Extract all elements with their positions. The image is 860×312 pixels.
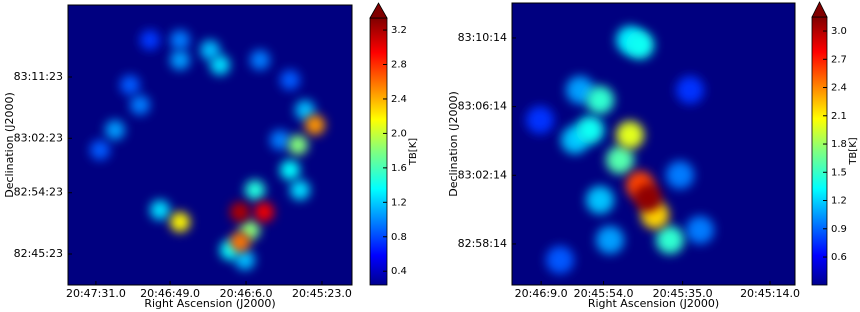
emission-blob xyxy=(279,160,300,181)
colorbar-tick-label: 0.9 xyxy=(831,224,847,235)
emission-blob xyxy=(606,145,635,174)
emission-blob xyxy=(586,86,615,115)
emission-blob xyxy=(234,250,255,271)
emission-blob xyxy=(546,245,575,274)
colorbar-tick-label: 3.2 xyxy=(391,25,407,36)
emission-blob xyxy=(244,179,265,200)
x-tick-label: 20:45:35.0 xyxy=(653,287,713,300)
colorbar-tick-label: 0.4 xyxy=(391,266,407,277)
y-axis-label: Declination (J2000) xyxy=(3,92,16,198)
plot-frame xyxy=(67,4,353,286)
colorbar-tick-label: 2.4 xyxy=(831,83,847,94)
colorbar xyxy=(811,16,828,286)
emission-blob xyxy=(129,94,150,115)
emission-blob xyxy=(249,50,270,71)
x-tick-label: 20:46:9.0 xyxy=(515,287,568,300)
y-tick-label: 83:02:14 xyxy=(458,168,507,181)
colorbar-label: TB[K] xyxy=(848,137,859,165)
x-tick-label: 20:45:54.0 xyxy=(574,287,634,300)
map-background xyxy=(512,3,795,285)
emission-blob xyxy=(149,200,170,221)
map xyxy=(90,30,325,271)
emission-blob xyxy=(294,100,315,121)
emission-blob xyxy=(253,202,274,223)
x-tick-label: 20:45:14.0 xyxy=(740,287,800,300)
colorbar-tick-label: 1.2 xyxy=(831,196,847,207)
x-axis-label: Right Ascension (J2000) xyxy=(144,297,275,310)
x-tick-label: 20:46:6.0 xyxy=(220,287,273,300)
colorbar-tick-label: 1.5 xyxy=(831,167,847,178)
y-tick-label: 82:58:14 xyxy=(458,237,507,250)
colorbar-tick-label: 2.8 xyxy=(391,60,407,71)
emission-blob xyxy=(169,30,190,51)
colorbar-extend xyxy=(811,1,828,18)
emission-blob xyxy=(139,30,160,51)
colorbar-tick-label: 2.0 xyxy=(391,128,407,139)
colorbar-tick-label: 0.6 xyxy=(831,252,847,263)
colorbar-tick-label: 2.1 xyxy=(831,111,847,122)
emission-blob xyxy=(685,216,714,245)
x-tick-label: 20:45:23.0 xyxy=(292,287,352,300)
emission-blob xyxy=(616,121,645,150)
emission-blob xyxy=(169,212,190,233)
colorbar-tick-label: 1.8 xyxy=(831,139,847,150)
colorbar-tick-label: 2.7 xyxy=(831,54,847,65)
y-tick-label: 82:45:23 xyxy=(14,247,63,260)
y-tick-label: 83:11:23 xyxy=(14,70,63,83)
emission-blob xyxy=(526,106,555,135)
colorbar-label: TB[K] xyxy=(408,138,419,166)
x-tick-label: 20:46:49.0 xyxy=(140,287,200,300)
colorbar-tick-label: 2.4 xyxy=(391,94,407,105)
emission-blob xyxy=(586,186,615,215)
x-tick-label: 20:47:31.0 xyxy=(66,287,126,300)
emission-blob xyxy=(575,115,604,144)
emission-blob xyxy=(209,55,230,76)
emission-blob xyxy=(625,31,654,60)
emission-blob xyxy=(304,115,325,136)
colorbar-tick-label: 1.2 xyxy=(391,197,407,208)
y-tick-label: 83:10:14 xyxy=(458,31,507,44)
emission-blob xyxy=(656,225,685,254)
y-axis-label: Declination (J2000) xyxy=(447,91,460,197)
emission-blob xyxy=(229,202,250,223)
emission-blob xyxy=(633,183,662,212)
y-tick-label: 82:54:23 xyxy=(14,186,63,199)
x-axis-label: Right Ascension (J2000) xyxy=(588,297,719,310)
emission-blob xyxy=(90,140,111,161)
y-tick-label: 83:02:23 xyxy=(14,131,63,144)
y-tick-label: 83:06:14 xyxy=(458,100,507,113)
emission-blob xyxy=(279,69,300,90)
emission-blob xyxy=(595,225,624,254)
map xyxy=(526,25,714,274)
emission-blob xyxy=(287,134,308,155)
colorbar-tick-label: 3.0 xyxy=(831,26,847,37)
emission-blob xyxy=(105,119,126,140)
colorbar-tick-label: 1.6 xyxy=(391,163,407,174)
colorbar-tick-label: 0.8 xyxy=(391,232,407,243)
colorbar-extend xyxy=(369,2,388,19)
emission-blob xyxy=(665,161,694,190)
emission-blob xyxy=(676,76,705,105)
colorbar xyxy=(369,17,388,286)
emission-blob xyxy=(229,231,250,252)
emission-blob xyxy=(169,50,190,71)
emission-blob xyxy=(289,179,310,200)
emission-blob xyxy=(119,75,140,96)
plot-frame xyxy=(511,2,796,286)
emission-blob xyxy=(199,40,220,61)
emission-blob xyxy=(269,129,290,150)
